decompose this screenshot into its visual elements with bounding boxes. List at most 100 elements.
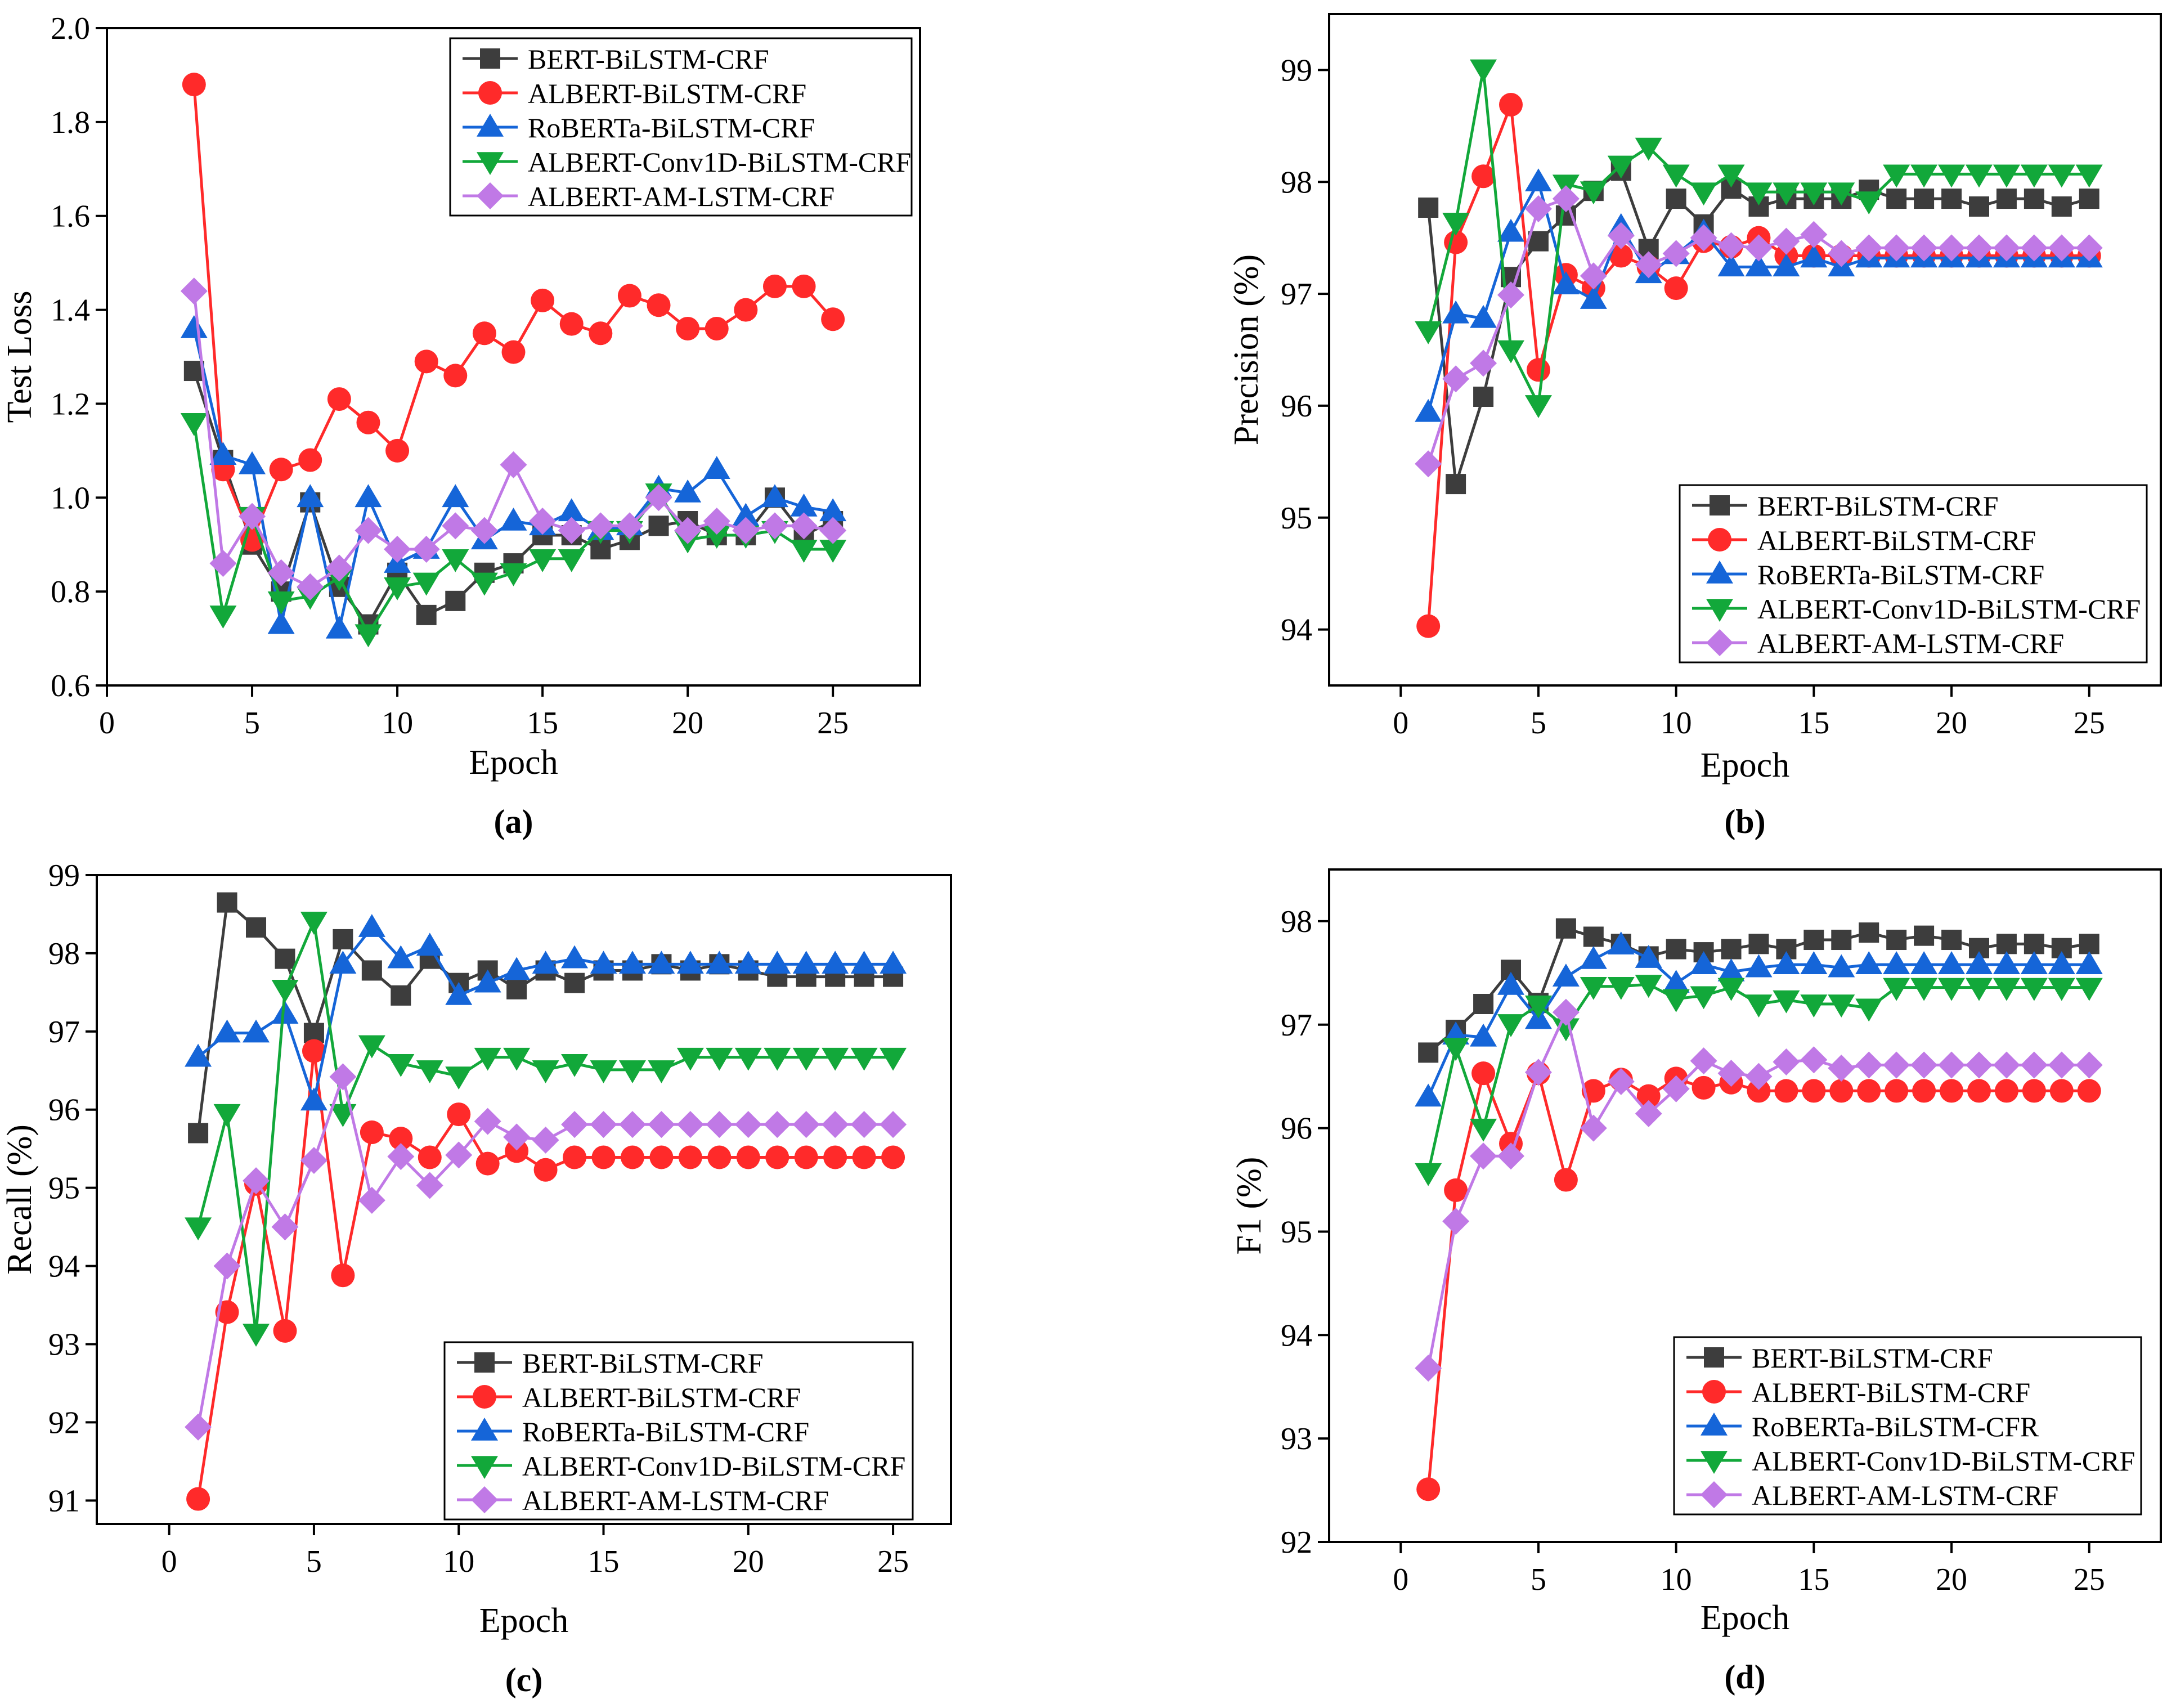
chart-d-data-point: [2049, 1079, 2074, 1103]
chart-c-data-point: [880, 1111, 907, 1138]
chart-a-data-point: [645, 484, 672, 512]
chart-a-data-point: [587, 512, 614, 540]
chart-c-legend-entry: RoBERTa-BiLSTM-CRF: [522, 1416, 809, 1447]
chart-c-data-point: [532, 951, 559, 974]
chart-a-data-point: [762, 274, 787, 298]
chart-d-data-point: [1690, 1047, 1717, 1075]
chart-c-data-point: [246, 917, 267, 938]
chart-b-data-point: [1910, 164, 1938, 188]
chart-d-data-point: [1717, 958, 1745, 981]
chart-c-data-point: [823, 1145, 847, 1169]
chart-a-data-point: [734, 298, 758, 322]
chart-c-data-point: [822, 951, 849, 974]
chart-c-data-point: [185, 1217, 212, 1241]
chart-d-data-point: [1855, 1051, 1883, 1079]
chart-c-series-albert: [186, 1039, 905, 1511]
chart-d-data-point: [1965, 951, 1993, 974]
chart-c-ylabel: Recall (%): [1, 1124, 39, 1275]
chart-b-ytick-label: 96: [1281, 389, 1312, 424]
chart-b-data-point: [1773, 182, 1800, 206]
chart-a-ytick-label: 2.0: [51, 11, 90, 46]
chart-d-xlabel: Epoch: [1701, 1599, 1789, 1637]
chart-c-xtick-label: 10: [443, 1544, 474, 1579]
chart-c-ytick-label: 93: [48, 1327, 80, 1362]
chart-b-data-point: [1664, 276, 1688, 301]
chart-b-data-point: [1883, 164, 1910, 188]
chart-c-data-point: [564, 972, 585, 993]
chart-d-panel-label: (d): [1724, 1658, 1765, 1696]
chart-b-data-point: [1745, 234, 1773, 262]
chart-b-data-point: [1855, 234, 1883, 262]
chart-d-data-point: [1855, 951, 1883, 974]
chart-d-data-point: [1580, 1114, 1607, 1142]
chart-c-ytick-label: 99: [48, 858, 80, 893]
chart-d-data-point: [1829, 1079, 1854, 1103]
chart-c-series-bert: [188, 892, 904, 1144]
chart-c-xlabel: Epoch: [479, 1602, 568, 1640]
chart-c-data-point: [213, 1019, 241, 1043]
chart-d-data-point: [1690, 951, 1717, 974]
chart-d-data-point: [1418, 1042, 1439, 1063]
chart-a-data-point: [790, 540, 818, 563]
chart-d-data-point: [1883, 951, 1910, 974]
chart-b-data-point: [1580, 181, 1607, 205]
chart-d-data-point: [1774, 1079, 1798, 1103]
chart-d-series-am: [1415, 998, 2103, 1382]
chart-c-data-point: [591, 1145, 616, 1169]
chart-b-data-point: [2075, 164, 2103, 188]
chart-d-data-point: [1607, 931, 1635, 955]
chart-c-series-am: [185, 1063, 907, 1441]
chart-a-data-point: [674, 479, 702, 503]
chart-b-xlabel: Epoch: [1701, 746, 1789, 784]
chart-a-data-point: [412, 572, 440, 596]
chart-d-data-point: [2022, 1079, 2046, 1103]
chart-a-ytick-label: 0.8: [51, 575, 90, 609]
chart-d-legend-marker: [1701, 1451, 1728, 1474]
chart-a-ytick-label: 0.6: [51, 669, 90, 703]
chart-c-data-point: [447, 1102, 471, 1127]
chart-a-data-point: [500, 451, 527, 478]
chart-d-data-point: [1552, 998, 1580, 1026]
chart-c-data-point: [649, 1145, 674, 1169]
chart-b-legend-entry: ALBERT-AM-LSTM-CRF: [1757, 627, 2064, 659]
chart-b-xtick-label: 25: [2074, 706, 2105, 741]
chart-c-data-point: [185, 1413, 212, 1441]
chart-c-data-point: [416, 933, 443, 956]
chart-a-data-point: [267, 611, 295, 634]
chart-c-data-point: [563, 1145, 587, 1169]
chart-a-data-point: [182, 73, 206, 97]
chart-c-data-point: [764, 1111, 791, 1138]
chart-d-data-point: [1717, 1060, 1745, 1087]
chart-d-data-point: [2024, 934, 2044, 954]
chart-a-frame: [106, 27, 921, 687]
chart-a-data-point: [617, 284, 641, 308]
chart-c-data-point: [217, 892, 237, 913]
chart-d-legend-marker: [1701, 1413, 1728, 1436]
chart-b-series-line: [1426, 169, 2090, 486]
chart-a-data-point: [412, 536, 440, 563]
chart-a-panel-label: (a): [494, 803, 533, 840]
chart-d-data-point: [1910, 1051, 1938, 1079]
chart-b-ytick-label: 94: [1281, 613, 1312, 648]
chart-c-data-point: [561, 1054, 589, 1077]
chart-b-data-point: [1473, 387, 1494, 407]
chart-c-xtick-label: 20: [733, 1544, 764, 1579]
chart-a-data-point: [442, 512, 469, 540]
chart-d-data-point: [1965, 978, 1993, 1001]
chart-a-data-point: [761, 512, 788, 540]
chart-a-data-point: [325, 615, 353, 639]
chart-d-data-point: [1938, 978, 1966, 1001]
chart-d-xtick-label: 15: [1798, 1562, 1829, 1597]
chart-c-data-point: [590, 1060, 617, 1083]
chart-b-data-point: [1717, 232, 1745, 259]
chart-c-data-point: [620, 1145, 644, 1169]
chart-a-data-point: [648, 515, 669, 536]
chart-a-xtick-label: 25: [817, 706, 849, 741]
chart-a-data-point: [790, 493, 818, 517]
chart-b-frame: [1328, 13, 2162, 687]
chart-c-data-point: [275, 948, 295, 969]
chart-a-data-point: [705, 316, 729, 340]
chart-c-data-point: [707, 1145, 732, 1169]
chart-a-legend-entry: BERT-BiLSTM-CRF: [528, 43, 769, 75]
chart-a-legend-marker: [477, 152, 504, 175]
